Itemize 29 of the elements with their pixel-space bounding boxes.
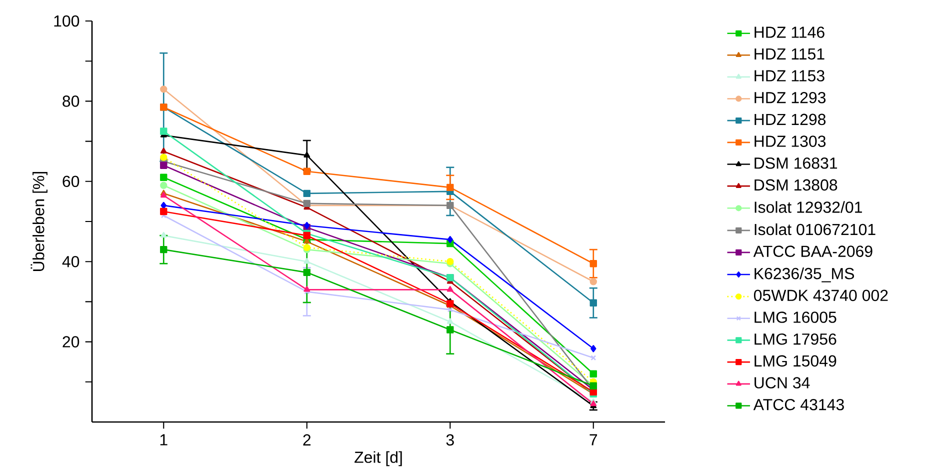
- legend-label: HDZ 1146: [754, 26, 824, 38]
- legend-label: LMG 16005: [754, 312, 836, 323]
- y-tick-label: 100: [54, 15, 80, 27]
- legend-label: Isolat 12932/01: [754, 201, 862, 213]
- legend-label: HDZ 1303: [754, 136, 826, 147]
- legend-label: UCN 34: [754, 377, 810, 388]
- legend-label: DSM 16831: [754, 157, 838, 169]
- legend-label: HDZ 1298: [754, 114, 826, 126]
- y-axis-title: Überleben [%]: [30, 172, 48, 271]
- legend-label: HDZ 1153: [754, 70, 824, 82]
- legend-label: ATCC BAA-2069: [753, 246, 872, 257]
- legend-label: DSM 13808: [754, 179, 838, 191]
- legend-label: K6236/35_MS: [754, 268, 854, 282]
- y-tick-label: 60: [62, 176, 80, 188]
- legend-label: HDZ 1293: [754, 92, 826, 104]
- legend-label: LMG 15049: [754, 355, 836, 367]
- y-tick-label: 40: [62, 256, 80, 268]
- legend-label: Isolat 010672101: [754, 223, 876, 236]
- legend-label: LMG 17956: [754, 333, 836, 345]
- y-tick-label: 80: [62, 96, 80, 107]
- legend-label: ATCC 43143: [753, 398, 844, 410]
- y-tick-label: 20: [62, 336, 80, 348]
- legend-label: 05WDK 43740 002: [754, 290, 888, 302]
- x-tick-label: 3: [446, 434, 454, 446]
- legend-label: HDZ 1151: [754, 48, 824, 60]
- x-tick-label: 7: [590, 434, 598, 446]
- x-axis-title: Zeit [d]: [354, 451, 402, 466]
- x-tick-label: 1: [160, 434, 168, 446]
- x-tick-label: 2: [303, 434, 311, 446]
